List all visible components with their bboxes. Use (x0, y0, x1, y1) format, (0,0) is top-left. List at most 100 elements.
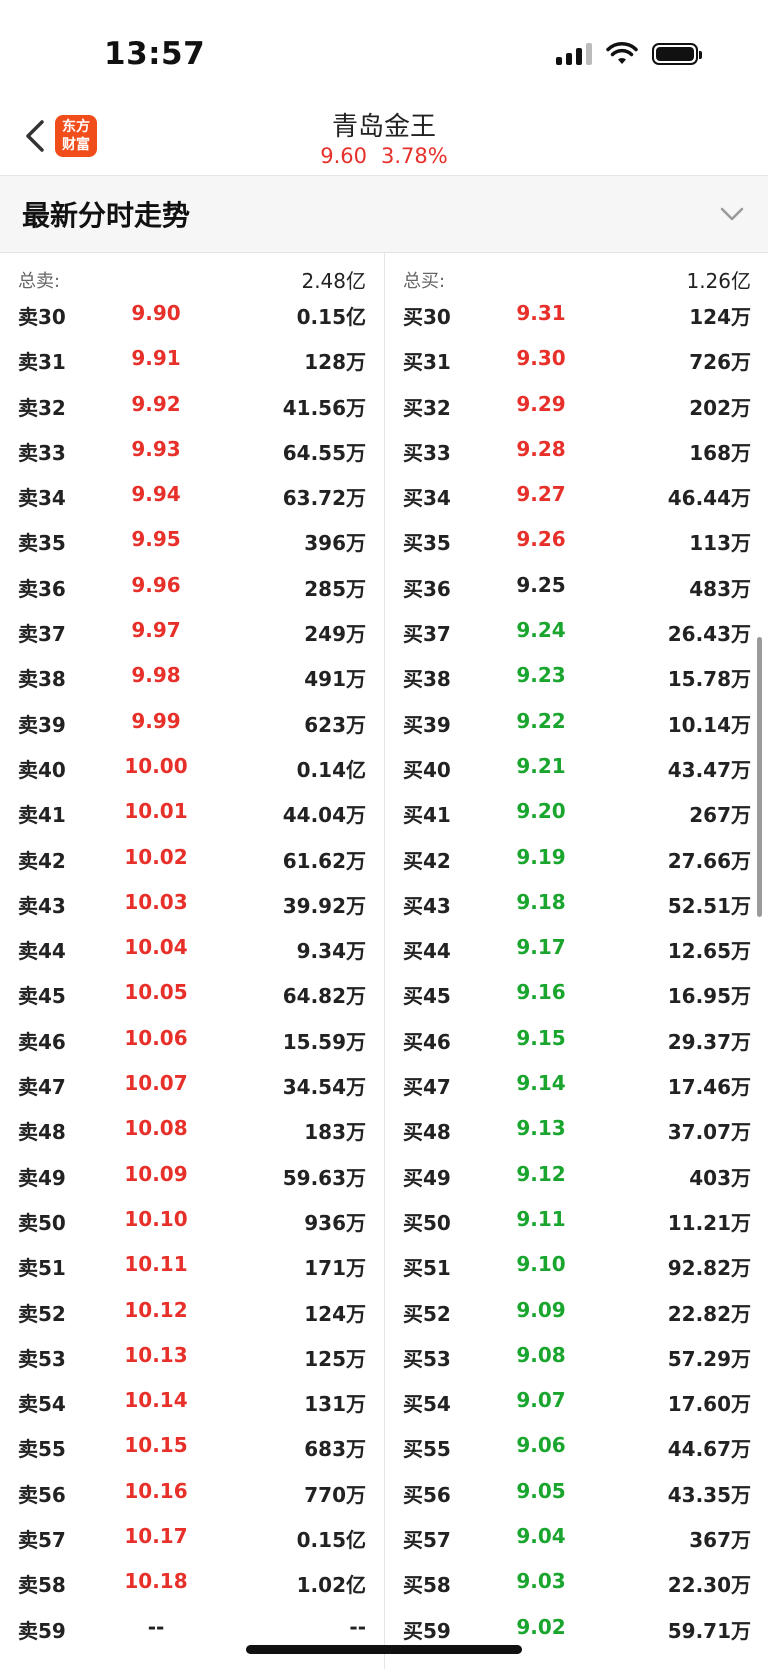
sell-volume: 1.02亿 (296, 1573, 366, 1598)
sell-row[interactable]: 卖45 10.05 64.82万 (0, 968, 384, 1013)
sell-price: 9.95 (131, 527, 181, 552)
buy-row[interactable]: 买58 9.03 22.30万 (385, 1557, 768, 1602)
buy-volume: 22.82万 (667, 1301, 751, 1326)
buy-row[interactable]: 买32 9.29 202万 (385, 380, 768, 425)
buy-row[interactable]: 买52 9.09 22.82万 (385, 1286, 768, 1331)
buy-row[interactable]: 买57 9.04 367万 (385, 1512, 768, 1557)
sell-price: 10.03 (124, 889, 188, 914)
buy-row[interactable]: 买51 9.10 92.82万 (385, 1240, 768, 1285)
sell-price: 10.15 (124, 1433, 188, 1458)
buy-volume: 168万 (689, 440, 751, 465)
sell-row[interactable]: 卖34 9.94 63.72万 (0, 470, 384, 515)
buy-row[interactable]: 买54 9.07 17.60万 (385, 1376, 768, 1421)
buy-row[interactable]: 买36 9.25 483万 (385, 561, 768, 606)
sell-row[interactable]: 卖59 -- -- (0, 1603, 384, 1648)
sell-total-row: 总卖: 2.48亿 (0, 253, 384, 293)
buy-row[interactable]: 买40 9.21 43.47万 (385, 742, 768, 787)
buy-row[interactable]: 买56 9.05 43.35万 (385, 1467, 768, 1512)
buy-row[interactable]: 买45 9.16 16.95万 (385, 968, 768, 1013)
sell-row[interactable]: 卖48 10.08 183万 (0, 1104, 384, 1149)
stock-quote: 9.60 3.78% (0, 144, 768, 168)
buy-row[interactable]: 买33 9.28 168万 (385, 425, 768, 470)
sell-row[interactable]: 卖39 9.99 623万 (0, 697, 384, 742)
buy-price: 9.21 (516, 753, 566, 778)
buy-row[interactable]: 买47 9.14 17.46万 (385, 1059, 768, 1104)
sell-row[interactable]: 卖37 9.97 249万 (0, 606, 384, 651)
buy-volume: 29.37万 (667, 1029, 751, 1054)
buy-level-label: 买45 (403, 984, 451, 1009)
sell-volume: 683万 (304, 1437, 366, 1462)
buy-rows: 买30 9.31 124万 买31 9.30 726万 买32 9.29 202万 买33 9.28… (385, 289, 768, 1648)
buy-row[interactable]: 买50 9.11 11.21万 (385, 1195, 768, 1240)
sell-row[interactable]: 卖58 10.18 1.02亿 (0, 1557, 384, 1602)
sell-volume: 0.15亿 (296, 1528, 366, 1553)
app-logo[interactable]: 东方 财富 (55, 115, 97, 157)
buy-row[interactable]: 买35 9.26 113万 (385, 515, 768, 560)
buy-row[interactable]: 买39 9.22 10.14万 (385, 697, 768, 742)
buy-row[interactable]: 买48 9.13 37.07万 (385, 1104, 768, 1149)
buy-row[interactable]: 买38 9.23 15.78万 (385, 651, 768, 696)
buy-row[interactable]: 买43 9.18 52.51万 (385, 878, 768, 923)
buy-row[interactable]: 买55 9.06 44.67万 (385, 1421, 768, 1466)
buy-volume: 26.43万 (667, 622, 751, 647)
sell-row[interactable]: 卖55 10.15 683万 (0, 1421, 384, 1466)
sell-row[interactable]: 卖43 10.03 39.92万 (0, 878, 384, 923)
buy-row[interactable]: 买59 9.02 59.71万 (385, 1603, 768, 1648)
buy-level-label: 买58 (403, 1573, 451, 1598)
sell-level-label: 卖44 (18, 939, 66, 964)
sell-row[interactable]: 卖54 10.14 131万 (0, 1376, 384, 1421)
buy-row[interactable]: 买41 9.20 267万 (385, 787, 768, 832)
sell-row[interactable]: 卖42 10.02 61.62万 (0, 833, 384, 878)
buy-row[interactable]: 买34 9.27 46.44万 (385, 470, 768, 515)
sell-price: 10.13 (124, 1342, 188, 1367)
wifi-icon (606, 42, 638, 64)
sell-row[interactable]: 卖33 9.93 64.55万 (0, 425, 384, 470)
buy-total-row: 总买: 1.26亿 (385, 253, 768, 293)
sell-row[interactable]: 卖49 10.09 59.63万 (0, 1150, 384, 1195)
buy-row[interactable]: 买53 9.08 57.29万 (385, 1331, 768, 1376)
sell-price: 9.97 (131, 618, 181, 643)
sell-row[interactable]: 卖40 10.00 0.14亿 (0, 742, 384, 787)
cellular-signal-icon (556, 43, 592, 65)
sell-row[interactable]: 卖57 10.17 0.15亿 (0, 1512, 384, 1557)
sell-level-label: 卖36 (18, 576, 66, 601)
sell-row[interactable]: 卖46 10.06 15.59万 (0, 1014, 384, 1059)
buy-row[interactable]: 买49 9.12 403万 (385, 1150, 768, 1195)
buy-level-label: 买38 (403, 667, 451, 692)
sell-row[interactable]: 卖35 9.95 396万 (0, 515, 384, 560)
buy-price: 9.24 (516, 618, 566, 643)
sell-row[interactable]: 卖50 10.10 936万 (0, 1195, 384, 1240)
section-header[interactable]: 最新分时走势 (0, 176, 768, 252)
sell-row[interactable]: 卖32 9.92 41.56万 (0, 380, 384, 425)
battery-icon (652, 43, 702, 65)
sell-row[interactable]: 卖44 10.04 9.34万 (0, 923, 384, 968)
sell-volume: 128万 (304, 350, 366, 375)
buy-row[interactable]: 买42 9.19 27.66万 (385, 833, 768, 878)
home-indicator[interactable] (246, 1645, 522, 1654)
buy-price: 9.03 (516, 1569, 566, 1594)
buy-row[interactable]: 买37 9.24 26.43万 (385, 606, 768, 651)
chevron-down-icon[interactable] (718, 200, 746, 228)
buy-volume: 11.21万 (667, 1210, 751, 1235)
sell-volume: 15.59万 (282, 1029, 366, 1054)
sell-row[interactable]: 卖53 10.13 125万 (0, 1331, 384, 1376)
scrollbar[interactable] (757, 637, 762, 917)
buy-row[interactable]: 买46 9.15 29.37万 (385, 1014, 768, 1059)
sell-row[interactable]: 卖30 9.90 0.15亿 (0, 289, 384, 334)
sell-row[interactable]: 卖47 10.07 34.54万 (0, 1059, 384, 1104)
buy-row[interactable]: 买30 9.31 124万 (385, 289, 768, 334)
sell-row[interactable]: 卖38 9.98 491万 (0, 651, 384, 696)
sell-row[interactable]: 卖36 9.96 285万 (0, 561, 384, 606)
buy-row[interactable]: 买44 9.17 12.65万 (385, 923, 768, 968)
sell-row[interactable]: 卖31 9.91 128万 (0, 334, 384, 379)
chevron-left-icon[interactable] (20, 116, 52, 156)
buy-price: 9.05 (516, 1478, 566, 1503)
sell-price: 9.90 (131, 301, 181, 325)
sell-level-label: 卖48 (18, 1120, 66, 1145)
sell-row[interactable]: 卖52 10.12 124万 (0, 1286, 384, 1331)
buy-row[interactable]: 买31 9.30 726万 (385, 334, 768, 379)
sell-row[interactable]: 卖51 10.11 171万 (0, 1240, 384, 1285)
sell-row[interactable]: 卖41 10.01 44.04万 (0, 787, 384, 832)
sell-row[interactable]: 卖56 10.16 770万 (0, 1467, 384, 1512)
sell-volume: 34.54万 (282, 1075, 366, 1100)
